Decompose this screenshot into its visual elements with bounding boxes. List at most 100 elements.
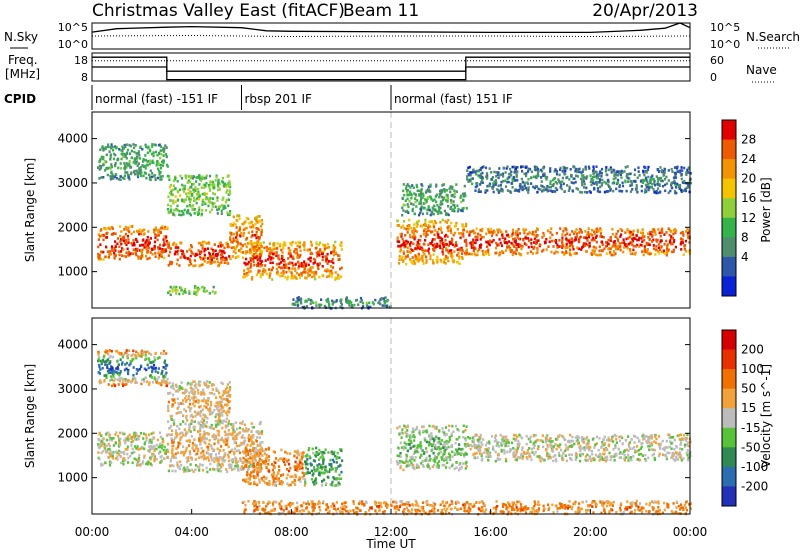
power-cell-3521	[292, 298, 295, 301]
power-cell-911	[259, 254, 262, 257]
power-cell-3350	[564, 172, 567, 176]
velocity-cell-387	[250, 452, 253, 456]
power-cell-1346	[169, 204, 172, 208]
power-cell-3364	[593, 182, 596, 185]
power-cell-3163	[502, 179, 505, 183]
velocity-cell-536	[197, 430, 200, 433]
power-cell-1109	[109, 158, 112, 161]
power-cell-1114	[111, 145, 114, 149]
power-cell-1272	[109, 167, 112, 170]
power-cell-2770	[476, 235, 479, 239]
power-cell-1555	[176, 289, 179, 292]
velocity-cell-271	[184, 449, 188, 452]
velocity-cell-141	[135, 447, 138, 450]
velocity-cell-426	[214, 436, 218, 440]
power-colorbar-swatch-1	[722, 139, 736, 160]
power-cell-434	[254, 245, 257, 248]
power-cell-2718	[495, 241, 498, 245]
velocity-cell-1181	[324, 448, 327, 451]
velocity-cell-1235	[132, 366, 135, 369]
velocity-cell-1117	[317, 452, 320, 455]
velocity-cell-1137	[310, 477, 313, 481]
power-cell-115	[139, 232, 142, 236]
power-cell-2045	[433, 198, 436, 202]
velocity-cell-888	[302, 477, 305, 480]
power-cell-711	[259, 242, 262, 245]
power-cell-3574	[347, 301, 350, 305]
power-cell-205	[142, 238, 145, 242]
power-cell-3247	[556, 188, 559, 192]
power-cell-3220	[547, 189, 550, 192]
power-cell-1473	[229, 192, 232, 195]
power-colorbar-swatch-3	[722, 178, 736, 199]
power-cell-1173	[144, 167, 147, 170]
velocity-cell-1203	[316, 452, 319, 455]
power-cell-2783	[594, 246, 597, 250]
power-cell-1960	[450, 205, 453, 209]
power-cell-141	[141, 229, 144, 232]
power-cell-1949	[421, 196, 424, 199]
power-cell-3069	[660, 176, 663, 180]
power-cell-2475	[567, 240, 570, 243]
power-cell-997	[314, 258, 317, 262]
power-cell-2376	[568, 233, 571, 237]
power-cell-1258	[126, 148, 130, 152]
power-cell-1854	[444, 220, 447, 223]
power-colorbar-swatch-4	[722, 198, 736, 219]
velocity-cell-684	[252, 435, 255, 438]
velocity-cell-1086	[333, 460, 336, 464]
power-cell-2631	[485, 250, 488, 253]
power-cell-1471	[193, 199, 196, 202]
power-cell-2675	[513, 237, 517, 240]
power-cell-3128	[537, 187, 540, 191]
power-cell-1351	[218, 182, 221, 185]
velocity-cell-1045	[303, 474, 306, 477]
power-cell-1704	[415, 258, 418, 262]
velocity-cell-812	[275, 477, 278, 480]
velocity-cell-932	[302, 451, 305, 454]
velocity-cell-1254	[127, 353, 130, 357]
velocity-cell-215	[133, 445, 137, 448]
power-cell-3603	[309, 302, 312, 305]
power-cell-937	[252, 245, 255, 249]
power-cell-2032	[406, 203, 409, 206]
power-cell-1748	[431, 244, 434, 247]
power-cell-2130	[463, 192, 466, 195]
velocity-cell-252	[162, 440, 165, 443]
power-cell-2998	[574, 167, 577, 171]
power-cell-1105	[107, 145, 110, 149]
power-cell-960	[244, 242, 247, 246]
power-cell-2338	[662, 249, 665, 253]
power-cell-2749	[666, 246, 669, 249]
velocity-cell-1106	[340, 477, 343, 480]
power-cell-1951	[411, 209, 414, 213]
power-cell-2621	[475, 238, 478, 242]
velocity-cell-701	[174, 452, 177, 456]
power-cell-1177	[102, 155, 105, 159]
power-cell-3564	[382, 297, 386, 300]
power-cell-1808	[436, 231, 439, 234]
power-cell-275	[223, 257, 227, 260]
power-cell-3254	[497, 191, 500, 194]
power-cell-316	[200, 243, 203, 247]
velocity-cell-478	[238, 431, 241, 434]
power-cell-736	[259, 262, 262, 266]
power-cell-3461	[644, 166, 647, 170]
power-cell-579	[255, 216, 258, 219]
power-cell-3308	[521, 188, 524, 192]
power-cell-2826	[510, 241, 513, 245]
velocity-cell-1090	[315, 446, 318, 450]
power-cell-2461	[553, 239, 556, 243]
velocity-cell-455	[210, 447, 213, 450]
power-cell-2656	[476, 250, 479, 253]
power-cell-1246	[139, 166, 142, 169]
velocity-cell-807	[293, 454, 296, 458]
velocity-cell-1166	[319, 466, 322, 469]
velocity-cell-912	[274, 484, 277, 487]
power-cell-1554	[190, 185, 193, 189]
velocity-cell-797	[257, 461, 260, 465]
power-cell-2125	[412, 186, 415, 189]
power-cell-3286	[558, 180, 561, 183]
power-cell-1018	[146, 160, 149, 163]
power-cell-1039	[134, 144, 137, 147]
